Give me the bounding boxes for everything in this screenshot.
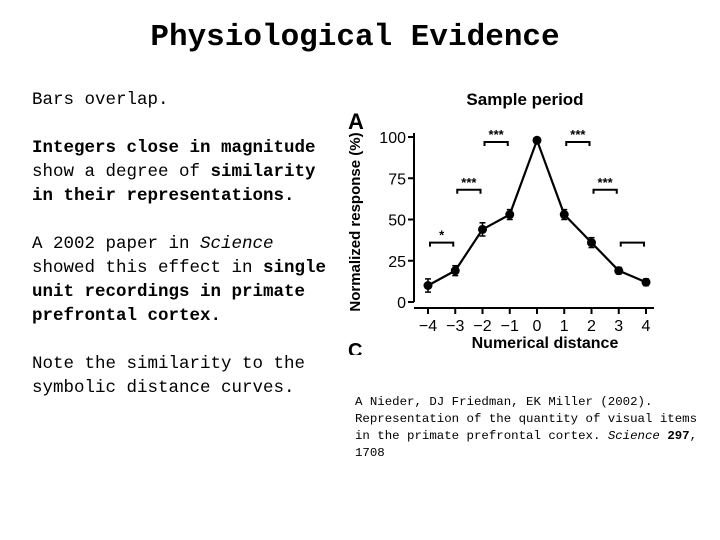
journal-science: Science (200, 234, 274, 254)
paragraph-note: Note the similarity to the symbolic dist… (32, 354, 306, 398)
significance-bracket (429, 241, 455, 247)
data-point (450, 266, 460, 276)
text-paper-intro: A 2002 paper in (32, 234, 201, 254)
data-point (478, 224, 487, 234)
significance-bracket (565, 140, 591, 146)
data-point (587, 238, 596, 248)
response-chart: A Sample period Normalized response (%) … (347, 90, 654, 355)
significance-label: *** (570, 127, 586, 142)
panel-label: A (348, 109, 364, 134)
x-tick-label: 1 (560, 318, 569, 335)
next-panel-label: C (348, 340, 362, 355)
emphasis-similarity: similarity in their representations. (32, 162, 316, 206)
series-line (427, 137, 647, 287)
significance-label: *** (489, 127, 505, 142)
significance-bracket (619, 241, 645, 247)
significance-label: *** (598, 175, 614, 190)
y-tick-label: 50 (388, 213, 406, 230)
paragraph-similarity: Integers close in magnitude show a degre… (32, 136, 332, 208)
x-tick-label: −4 (419, 318, 437, 335)
paragraph-paper: A 2002 paper in Science showed this effe… (32, 232, 332, 328)
significance-label: * (439, 228, 445, 243)
y-tick-label: 25 (388, 254, 406, 271)
data-point (559, 210, 569, 220)
y-tick-label: 0 (397, 295, 406, 312)
text-showed-effect: showed this effect in (32, 258, 264, 278)
y-tick-label: 75 (388, 171, 406, 188)
x-tick-label: −2 (473, 318, 491, 335)
emphasis-integers: Integers close in magnitude (32, 138, 316, 158)
significance-bracket (592, 188, 618, 194)
data-point (641, 277, 651, 287)
x-tick-label: 3 (614, 318, 623, 335)
data-point (423, 281, 433, 290)
caption-title: Representation of the quantity of visual… (355, 412, 698, 443)
text-show-degree: show a degree of (32, 162, 211, 182)
x-tick-label: −3 (446, 318, 464, 335)
slide-title: Physiological Evidence (150, 20, 560, 55)
body-text: Bars overlap. Integers close in magnitud… (32, 88, 332, 400)
data-point (532, 135, 542, 145)
y-tick-label: 100 (379, 130, 406, 147)
paragraph-bars-overlap: Bars overlap. (32, 90, 169, 110)
significance-bracket (456, 188, 482, 194)
data-point (505, 210, 515, 220)
significance-bracket (483, 140, 509, 146)
significance-label: *** (461, 175, 477, 190)
x-tick-label: 0 (533, 318, 542, 335)
x-tick-label: 4 (642, 318, 651, 335)
data-point (614, 266, 624, 276)
chart-xlabel: Numerical distance (472, 335, 619, 352)
figure-caption: A Nieder, DJ Friedman, EK Miller (2002).… (355, 394, 705, 462)
chart-ylabel: Normalized response (%) (347, 132, 364, 311)
caption-volume: 297 (667, 429, 690, 443)
caption-authors: A Nieder, DJ Friedman, EK Miller (2002). (355, 395, 653, 409)
caption-journal: Science (607, 429, 660, 443)
x-tick-label: 2 (587, 318, 596, 335)
chart-title: Sample period (466, 90, 583, 109)
emphasis-recordings: single unit recordings in primate prefro… (32, 258, 327, 326)
caption-pages: , 1708 (355, 429, 698, 460)
x-tick-label: −1 (501, 318, 519, 335)
